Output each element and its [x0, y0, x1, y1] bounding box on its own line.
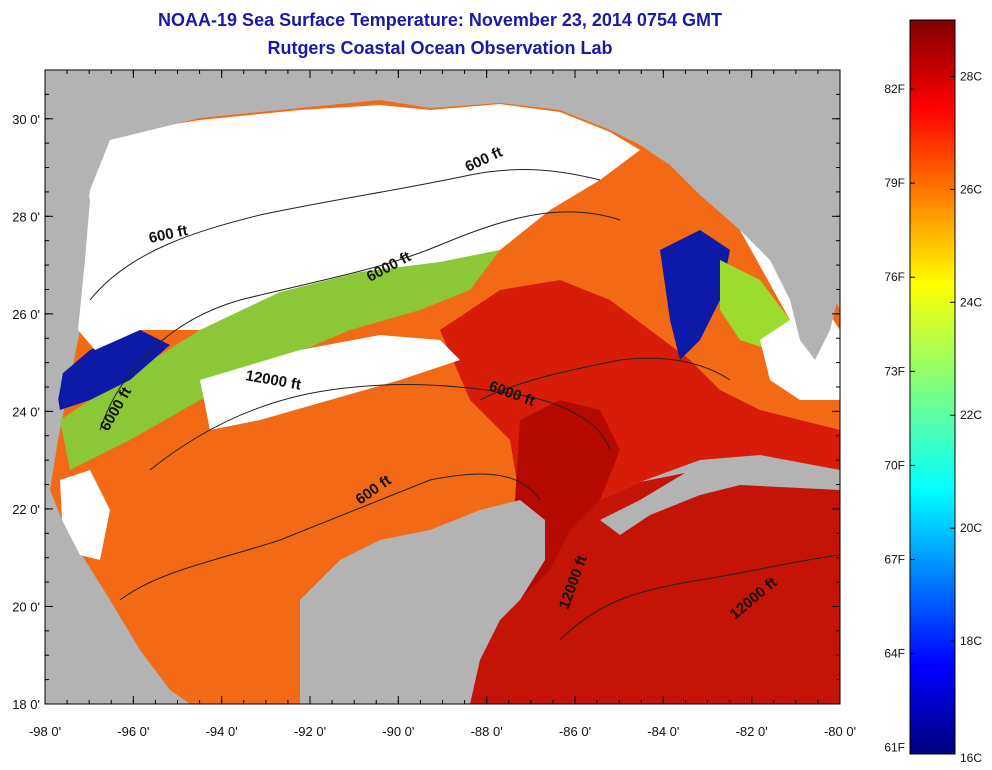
colorbar-f-label: 64F — [884, 647, 905, 661]
lon-tick-label: -94 0' — [206, 724, 238, 739]
colorbar-f-label: 79F — [884, 176, 905, 190]
green-east-shelf — [720, 260, 790, 350]
colorbar-f-label: 82F — [884, 82, 905, 96]
colorbar-f-label: 73F — [884, 364, 905, 378]
cold-blue-patches — [55, 330, 170, 410]
contour-600ft-south — [119, 473, 541, 601]
map-title: NOAA-19 Sea Surface Temperature: Novembe… — [158, 10, 722, 30]
colorbar-c-label: 24C — [960, 295, 982, 309]
lon-tick-label: -82 0' — [736, 724, 768, 739]
lon-tick-label: -92 0' — [294, 724, 326, 739]
cold-blue-patches-east — [660, 230, 730, 360]
lon-tick-label: -80 0' — [824, 724, 856, 739]
lat-tick-label: 28 0' — [12, 209, 40, 224]
colorbar-c-label: 16C — [960, 751, 982, 765]
lon-tick-label: -90 0' — [382, 724, 414, 739]
lat-tick-label: 22 0' — [12, 502, 40, 517]
land-mexico-west — [45, 480, 170, 704]
lat-tick-label: 30 0' — [12, 112, 40, 127]
colorbar-c-label: 22C — [960, 408, 982, 422]
lat-tick-label: 18 0' — [12, 697, 40, 712]
map-subtitle: Rutgers Coastal Ocean Observation Lab — [267, 38, 613, 58]
lat-tick-label: 24 0' — [12, 404, 40, 419]
colorbar-f-label: 76F — [884, 270, 905, 284]
lat-tick-label: 20 0' — [12, 599, 40, 614]
contour-600ft-north — [89, 169, 601, 301]
land-us-coast — [45, 70, 610, 470]
latitude-axis: 30 0' 28 0' 26 0' 24 0' 22 0' 20 0' 18 0' — [12, 69, 840, 712]
colorbar-f-label: 70F — [884, 458, 905, 472]
colorbar-f-label: 61F — [884, 741, 905, 755]
lat-tick-label: 26 0' — [12, 307, 40, 322]
cloud-cover-north — [75, 104, 640, 350]
colorbar-f-label: 67F — [884, 553, 905, 567]
lon-tick-label: -96 0' — [117, 724, 149, 739]
longitude-axis: -98 0' -96 0' -94 0' -92 0' -90 0' -88 0' -86 … — [29, 70, 856, 739]
lon-tick-label: -88 0' — [471, 724, 503, 739]
contour-6000ft-north — [99, 211, 621, 431]
colorbar-c-label: 26C — [960, 182, 982, 196]
lon-tick-label: -84 0' — [647, 724, 679, 739]
map-area — [45, 70, 840, 704]
cloud-cover-central — [200, 335, 460, 430]
land-florida — [610, 70, 840, 360]
colorbar — [909, 19, 956, 755]
bathymetry-contours — [89, 169, 840, 641]
contour-12000ft — [149, 384, 611, 471]
contour-6000ft-east — [479, 357, 731, 401]
colorbar-c-label: 28C — [960, 69, 982, 83]
colorbar-c-label: 20C — [960, 521, 982, 535]
cloud-cover-west — [60, 470, 110, 560]
lon-tick-label: -98 0' — [29, 724, 61, 739]
colorbar-fahrenheit-labels: 82F 79F 76F 73F 70F 67F 64F 61F — [884, 82, 915, 755]
land-cuba — [600, 460, 840, 535]
colorbar-celsius-labels: 28C 26C 24C 22C 20C 18C 16C — [950, 69, 982, 765]
land-yucatan — [300, 500, 545, 704]
contour-12000ft-caribbean — [559, 554, 840, 641]
colorbar-c-label: 18C — [960, 634, 982, 648]
lon-tick-label: -86 0' — [559, 724, 591, 739]
